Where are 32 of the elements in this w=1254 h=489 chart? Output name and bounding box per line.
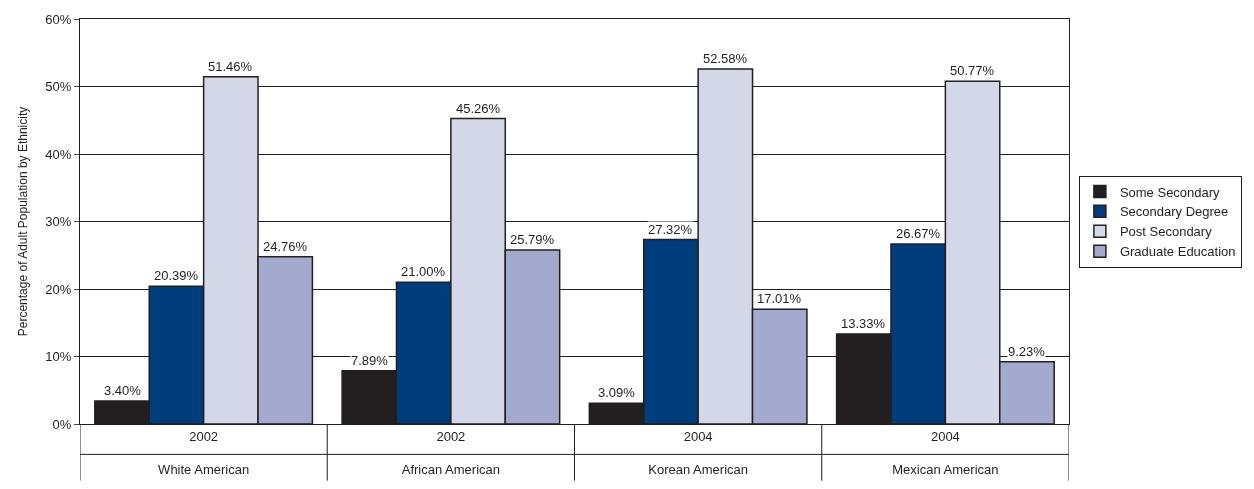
data-label: 27.32% (648, 222, 693, 237)
data-label: 52.58% (703, 51, 748, 66)
y-tick-label: 40% (45, 146, 72, 162)
data-label: 3.40% (104, 383, 142, 398)
category-label: 2002 African American (401, 428, 501, 478)
y-tick-label: 20% (45, 281, 72, 297)
data-label: 7.89% (351, 353, 389, 368)
y-tick-label: 10% (45, 349, 72, 365)
data-label: 21.00% (401, 264, 446, 279)
y-axis-title: Percentage of Adult Population by Ethnicity (15, 106, 30, 337)
data-label: 51.46% (208, 59, 253, 74)
category-label: 2004 Mexican American (892, 428, 999, 478)
legend-label: Graduate Education (1119, 244, 1236, 260)
category-label: 2004 Korean American (648, 428, 748, 478)
legend-label: Post Secondary (1119, 224, 1213, 240)
legend-label: Some Secondary (1119, 184, 1221, 200)
y-tick-label: 50% (45, 79, 72, 95)
data-label: 9.23% (1008, 344, 1046, 359)
data-label: 24.76% (263, 239, 308, 254)
data-label: 50.77% (950, 63, 995, 78)
data-label: 45.26% (456, 101, 501, 116)
data-label: 17.01% (757, 291, 802, 306)
data-label: 3.09% (598, 385, 636, 400)
y-tick-label: 0% (52, 416, 72, 432)
data-label: 25.79% (510, 232, 555, 247)
category-label: 2002 White American (158, 428, 250, 478)
data-label: 26.67% (896, 226, 941, 241)
data-label: 13.33% (841, 316, 886, 331)
y-tick-label: 30% (45, 214, 72, 230)
data-label: 20.39% (154, 268, 199, 283)
legend-label: Secondary Degree (1119, 204, 1229, 220)
y-tick-label: 60% (45, 11, 72, 27)
